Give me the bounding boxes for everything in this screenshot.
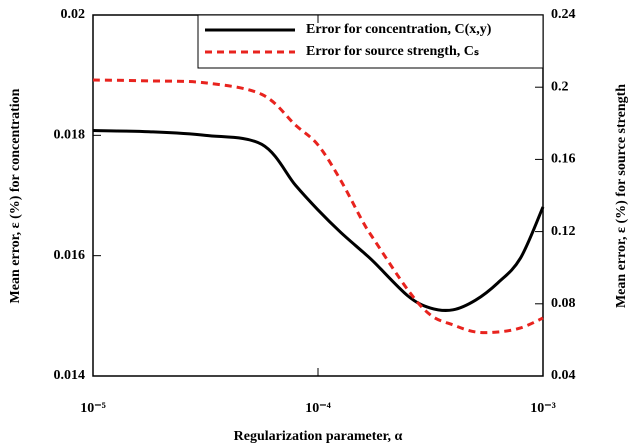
- legend-label: Error for concentration, C(x,y): [306, 22, 492, 37]
- x-axis-label: Regularization parameter, α: [234, 429, 403, 444]
- series-line: [92, 78, 544, 335]
- plot-frame: [92, 14, 544, 377]
- y-tick-label: 0.018: [54, 128, 86, 143]
- y-tick-label: 0.016: [54, 248, 86, 263]
- x-tick-label: 10⁻⁴: [305, 401, 331, 416]
- y-tick-label: 0.014: [54, 368, 86, 383]
- y-axis-label: Mean error, ε (%) for concentration: [8, 88, 23, 303]
- y2-tick-label: 0.2: [551, 79, 569, 94]
- x-tick-label: 10⁻³: [530, 401, 556, 416]
- y2-tick-label: 0.24: [551, 7, 576, 22]
- y2-tick-label: 0.04: [551, 368, 576, 383]
- y2-axis-label: Mean error, ε (%) for source strength: [614, 84, 629, 308]
- x-tick-label: 10⁻⁵: [80, 401, 106, 416]
- y-tick-label: 0.02: [61, 7, 86, 22]
- y2-tick-label: 0.08: [551, 296, 576, 311]
- y2-tick-label: 0.12: [551, 224, 576, 239]
- legend-box: [197, 14, 544, 69]
- series-line: [92, 129, 545, 312]
- legend-label: Error for source strength, Cₛ: [306, 44, 479, 59]
- y2-tick-label: 0.16: [551, 152, 576, 167]
